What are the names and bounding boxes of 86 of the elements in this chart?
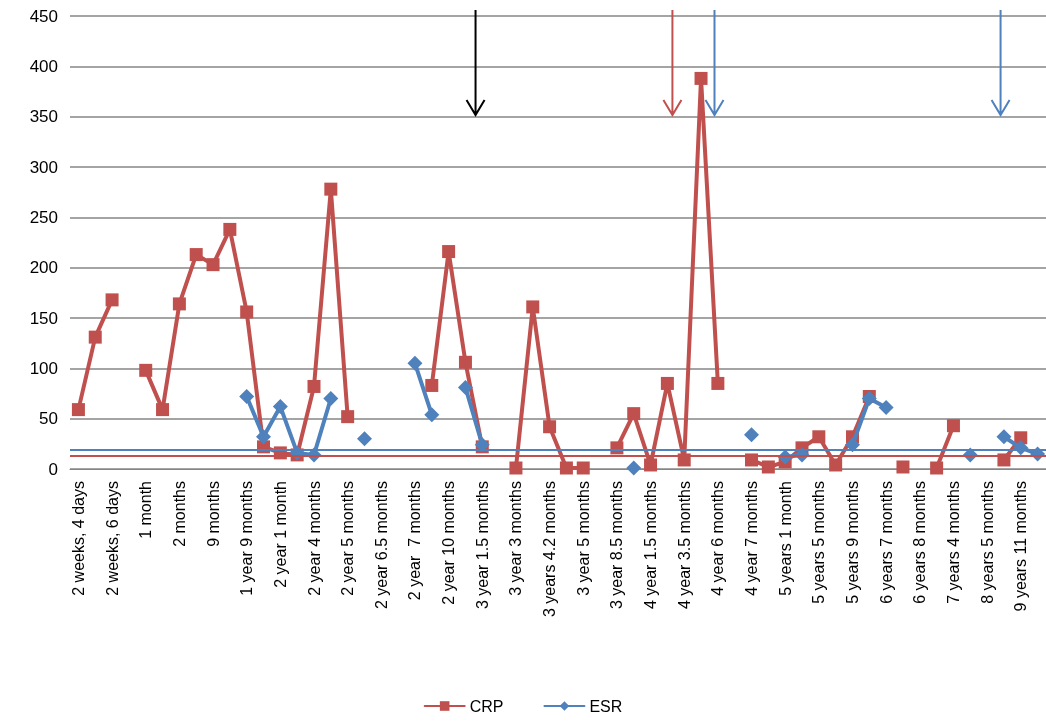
- x-tick-label: 5 years 1 month: [776, 481, 794, 596]
- point: [812, 430, 826, 444]
- x-tick-label: 4 year 7 months: [743, 481, 761, 596]
- point: [996, 429, 1012, 445]
- y-tick-label: 400: [29, 56, 58, 76]
- point: [660, 376, 674, 390]
- x-tick-label: 6 years 7 months: [877, 481, 895, 604]
- point: [425, 378, 439, 392]
- x-tick-label: 2 months: [170, 481, 188, 547]
- point: [239, 389, 255, 405]
- x-tick-label: 6 years 8 months: [911, 481, 929, 604]
- y-tick-label: 300: [29, 157, 58, 177]
- point: [223, 222, 237, 236]
- legend-label: ESR: [589, 697, 623, 715]
- x-tick-label: 1 month: [137, 481, 155, 539]
- point: [424, 407, 440, 423]
- x-tick-label: 5 years 9 months: [843, 481, 861, 604]
- x-tick-label: 4 year 1.5 months: [642, 481, 660, 610]
- y-tick-label: 350: [29, 107, 58, 127]
- point: [711, 376, 725, 390]
- x-tick-label: 4 year 3.5 months: [675, 481, 693, 610]
- x-tick-label: 2 year 10 months: [440, 481, 458, 605]
- point: [526, 300, 540, 314]
- point: [307, 379, 321, 393]
- point: [644, 458, 658, 472]
- x-tick-label: 3 year 5 months: [574, 481, 592, 596]
- point: [829, 458, 843, 472]
- point: [509, 461, 523, 475]
- point: [457, 379, 473, 395]
- x-tick-label: 9 months: [204, 481, 222, 547]
- point: [626, 460, 642, 476]
- point: [878, 400, 894, 416]
- y-tick-label: 250: [29, 207, 58, 227]
- x-tick-label: 7 years 4 months: [944, 481, 962, 604]
- point: [341, 410, 355, 424]
- x-tick-label: 2 year 4 months: [305, 481, 323, 596]
- x-tick-label: 4 year 6 months: [709, 481, 727, 596]
- x-tick-label: 9 years 11 months: [1012, 481, 1030, 612]
- point: [946, 419, 960, 433]
- x-tick-label: 2 year 5 months: [339, 481, 357, 596]
- point: [324, 182, 338, 196]
- point: [356, 431, 372, 447]
- point: [744, 427, 760, 443]
- point: [896, 460, 910, 474]
- x-tick-label: 2 weeks, 6 days: [103, 481, 121, 596]
- x-tick-label: 5 years 5 months: [810, 481, 828, 604]
- point: [256, 429, 272, 445]
- point: [71, 403, 85, 417]
- x-tick-label: 2 year 6.5 months: [372, 481, 390, 610]
- point: [761, 460, 775, 474]
- x-tick-label: 3 years 4.2 months: [541, 481, 559, 618]
- point: [844, 437, 860, 453]
- point: [559, 461, 573, 475]
- y-tick-label: 100: [29, 358, 58, 378]
- y-tick-label: 50: [39, 409, 58, 429]
- point: [407, 355, 423, 371]
- point: [694, 71, 708, 85]
- point: [88, 330, 102, 344]
- point: [272, 399, 288, 415]
- legend-label: CRP: [469, 697, 504, 715]
- point: [930, 461, 944, 475]
- point: [240, 305, 254, 319]
- x-tick-label: 8 years 5 months: [978, 481, 996, 604]
- x-tick-label: 2 year 7 months: [406, 481, 424, 601]
- point: [189, 248, 203, 262]
- x-tick-label: 1 year 9 months: [238, 481, 256, 596]
- point: [543, 420, 557, 434]
- x-tick-label: 2 year 1 month: [271, 481, 289, 588]
- x-tick-label: 3 year 8.5 months: [608, 481, 626, 610]
- y-tick-label: 200: [29, 258, 58, 278]
- point: [206, 258, 220, 272]
- point: [442, 245, 456, 259]
- point: [105, 293, 119, 307]
- point: [576, 461, 590, 475]
- y-tick-label: 150: [29, 308, 58, 328]
- y-tick-label: 450: [29, 6, 58, 26]
- point: [458, 355, 472, 369]
- point: [323, 391, 339, 407]
- point: [627, 407, 641, 421]
- x-tick-label: 2 weeks, 4 days: [69, 481, 87, 596]
- point: [139, 363, 153, 377]
- x-tick-label: 3 year 3 months: [507, 481, 525, 596]
- y-tick-label: 0: [48, 459, 58, 479]
- point: [172, 297, 186, 311]
- point: [156, 403, 170, 417]
- x-tick-label: 3 year 1.5 months: [473, 481, 491, 610]
